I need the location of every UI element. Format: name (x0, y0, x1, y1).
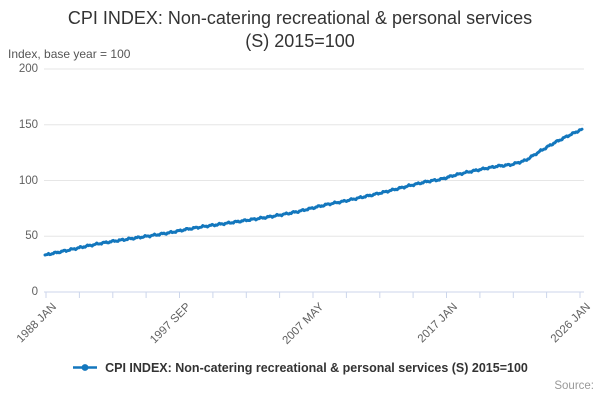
legend-line-marker-icon (72, 359, 98, 377)
cpi-index-line-series (43, 127, 584, 257)
y-axis-unit-label: Index, base year = 100 (8, 47, 131, 61)
y-axis-tick-label: 150 (18, 118, 38, 131)
y-axis-tick-label: 200 (18, 63, 38, 75)
y-axis-tick-label: 100 (18, 174, 38, 187)
chart-title: CPI INDEX: Non-catering recreational & p… (0, 7, 600, 53)
chart-title-line1: CPI INDEX: Non-catering recreational & p… (67, 8, 533, 28)
legend-item[interactable]: CPI INDEX: Non-catering recreational & p… (0, 359, 600, 377)
legend-label: CPI INDEX: Non-catering recreational & p… (105, 361, 528, 375)
y-axis-tick-label: 50 (25, 230, 38, 243)
source-label: Source: (554, 380, 594, 392)
y-axis-tick-label: 0 (31, 286, 38, 298)
chart-title-line2: (S) 2015=100 (245, 31, 355, 51)
